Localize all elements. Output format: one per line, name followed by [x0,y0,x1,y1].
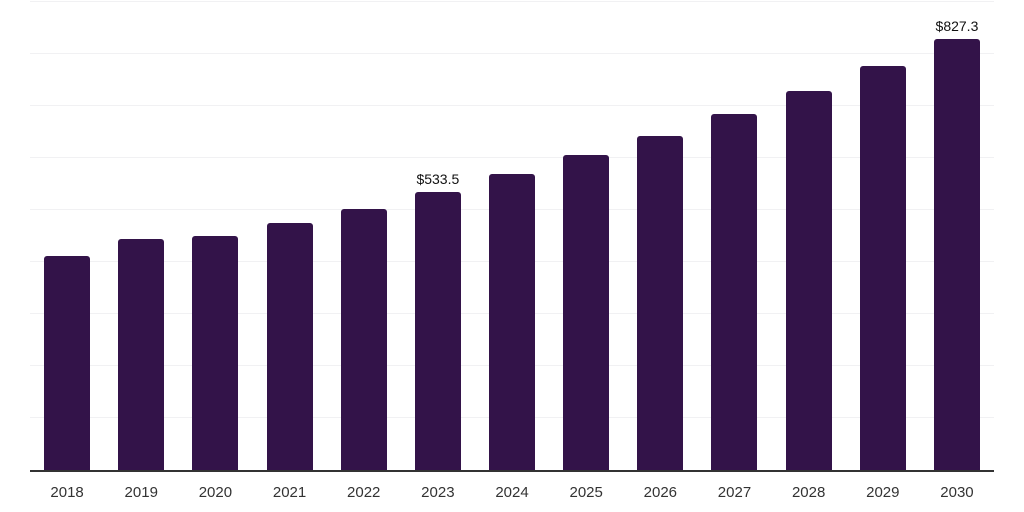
plot-area: $533.5 $827.3 [30,0,994,472]
x-axis-label-2018: 2018 [50,484,84,501]
bar-cell [772,0,846,470]
bar-2025 [563,155,610,470]
bar-2020 [192,235,239,470]
x-axis-label-2025: 2025 [569,484,603,501]
bar-2030 [933,39,980,470]
bar-2019 [118,239,165,470]
x-axis-label-2020: 2020 [198,484,233,501]
bar-2026 [637,135,684,470]
bar-cell [475,0,549,470]
bar-cell [846,0,920,470]
bar-2022 [340,208,387,470]
bar-cell [327,0,401,470]
x-axis-label-2030: 2030 [940,484,974,501]
gridline [30,156,994,158]
gridline [30,0,994,2]
bar-cell [178,0,252,470]
x-axis-label-2023: 2023 [421,484,455,501]
bar-cell [697,0,771,470]
bar-cell [30,0,104,470]
bar-2018 [44,256,91,470]
bar-2028 [785,90,832,470]
x-axis-label-2022: 2022 [347,484,381,501]
bar-cell: $533.5 [401,0,475,470]
bar-cell [623,0,697,470]
bar-cell [104,0,178,470]
gridline [30,104,994,106]
x-axis-line [30,470,994,472]
bar-value-label: $827.3 [935,18,979,35]
x-axis-label-2026: 2026 [643,484,678,501]
x-axis-label-2021: 2021 [272,484,307,501]
bar-value-label: $533.5 [416,171,460,188]
bar-2023 [414,192,461,470]
bars: $533.5 $827.3 [30,0,994,470]
gridline [30,52,994,54]
x-axis-label-2029: 2029 [866,484,900,501]
bar-cell [549,0,623,470]
bar-2029 [859,65,906,470]
x-axis-label-2019: 2019 [124,484,158,501]
bar-2024 [489,173,536,470]
bar-2021 [266,222,313,470]
x-axis-label-2027: 2027 [717,484,752,501]
bar-2027 [711,114,758,470]
x-axis-label-2024: 2024 [495,484,529,501]
bar-cell: $827.3 [920,0,994,470]
x-axis-label-2028: 2028 [791,484,826,501]
x-axis: 2018 2019 2020 2021 2022 2023 2024 2025 2026 2027… [30,484,994,501]
bar-cell [252,0,326,470]
